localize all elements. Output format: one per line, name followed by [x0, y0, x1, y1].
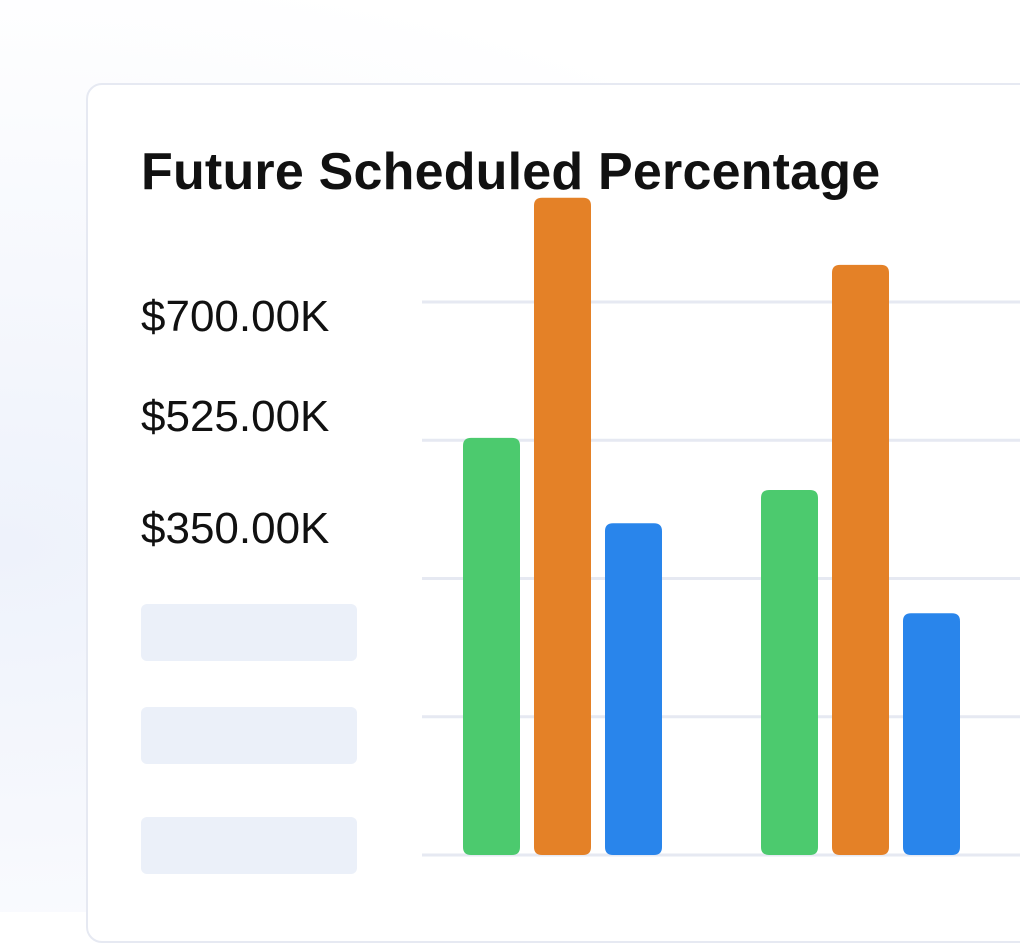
bar-chart-plot: [422, 197, 1020, 857]
bar-series-1-group-1: [463, 437, 520, 855]
y-tick-label-placeholder: [141, 707, 357, 764]
y-tick-label-525: $525.00K: [141, 392, 330, 441]
bar-series-2-group-2: [832, 264, 889, 855]
chart-title: Future Scheduled Percentage: [141, 143, 881, 201]
y-tick-label-700: $700.00K: [141, 292, 330, 341]
bar-series-1-group-2: [761, 490, 818, 855]
bar-series-2-group-1: [534, 197, 591, 856]
bar-series-3-group-2: [903, 613, 960, 855]
y-tick-label-350: $350.00K: [141, 504, 330, 553]
y-tick-label-placeholder: [141, 817, 357, 874]
bar-series-3-group-1: [605, 523, 662, 855]
y-tick-label-placeholder: [141, 604, 357, 661]
